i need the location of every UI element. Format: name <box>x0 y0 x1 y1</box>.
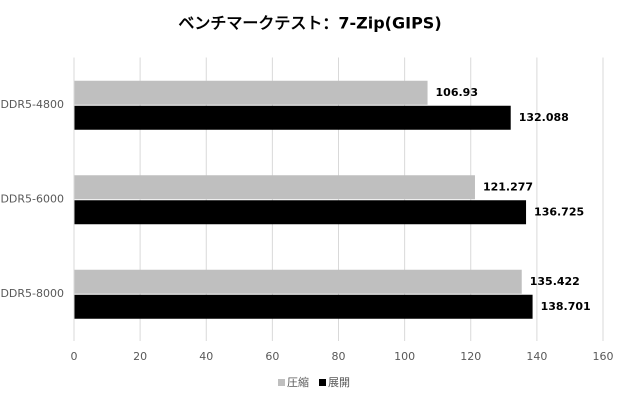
x-tick-label: 40 <box>199 350 213 363</box>
legend-swatch <box>319 379 326 386</box>
bar <box>74 175 475 200</box>
x-tick-label: 160 <box>593 350 614 363</box>
y-tick-label: DDR5-4800 <box>0 98 64 111</box>
bar <box>74 80 428 105</box>
x-tick-label: 60 <box>265 350 279 363</box>
bar <box>74 269 522 294</box>
x-tick-label: 120 <box>460 350 481 363</box>
chart-title: ベンチマークテスト：7-Zip(GIPS) <box>178 14 441 33</box>
legend-swatch <box>278 379 285 386</box>
value-label: 138.701 <box>541 300 591 313</box>
value-label: 106.93 <box>436 86 478 99</box>
bar <box>74 294 533 319</box>
y-tick-label: DDR5-6000 <box>0 192 64 205</box>
y-tick-label: DDR5-8000 <box>0 287 64 300</box>
x-tick-label: 20 <box>133 350 147 363</box>
bar <box>74 105 511 130</box>
x-tick-label: 140 <box>526 350 547 363</box>
value-label: 136.725 <box>534 205 584 218</box>
x-tick-label: 0 <box>71 350 78 363</box>
value-label: 135.422 <box>530 275 580 288</box>
value-label: 121.277 <box>483 180 533 193</box>
legend-label: 展開 <box>328 376 350 389</box>
value-label: 132.088 <box>519 111 569 124</box>
x-tick-label: 80 <box>332 350 346 363</box>
bar <box>74 200 527 225</box>
x-tick-label: 100 <box>394 350 415 363</box>
legend-label: 圧縮 <box>287 375 309 389</box>
